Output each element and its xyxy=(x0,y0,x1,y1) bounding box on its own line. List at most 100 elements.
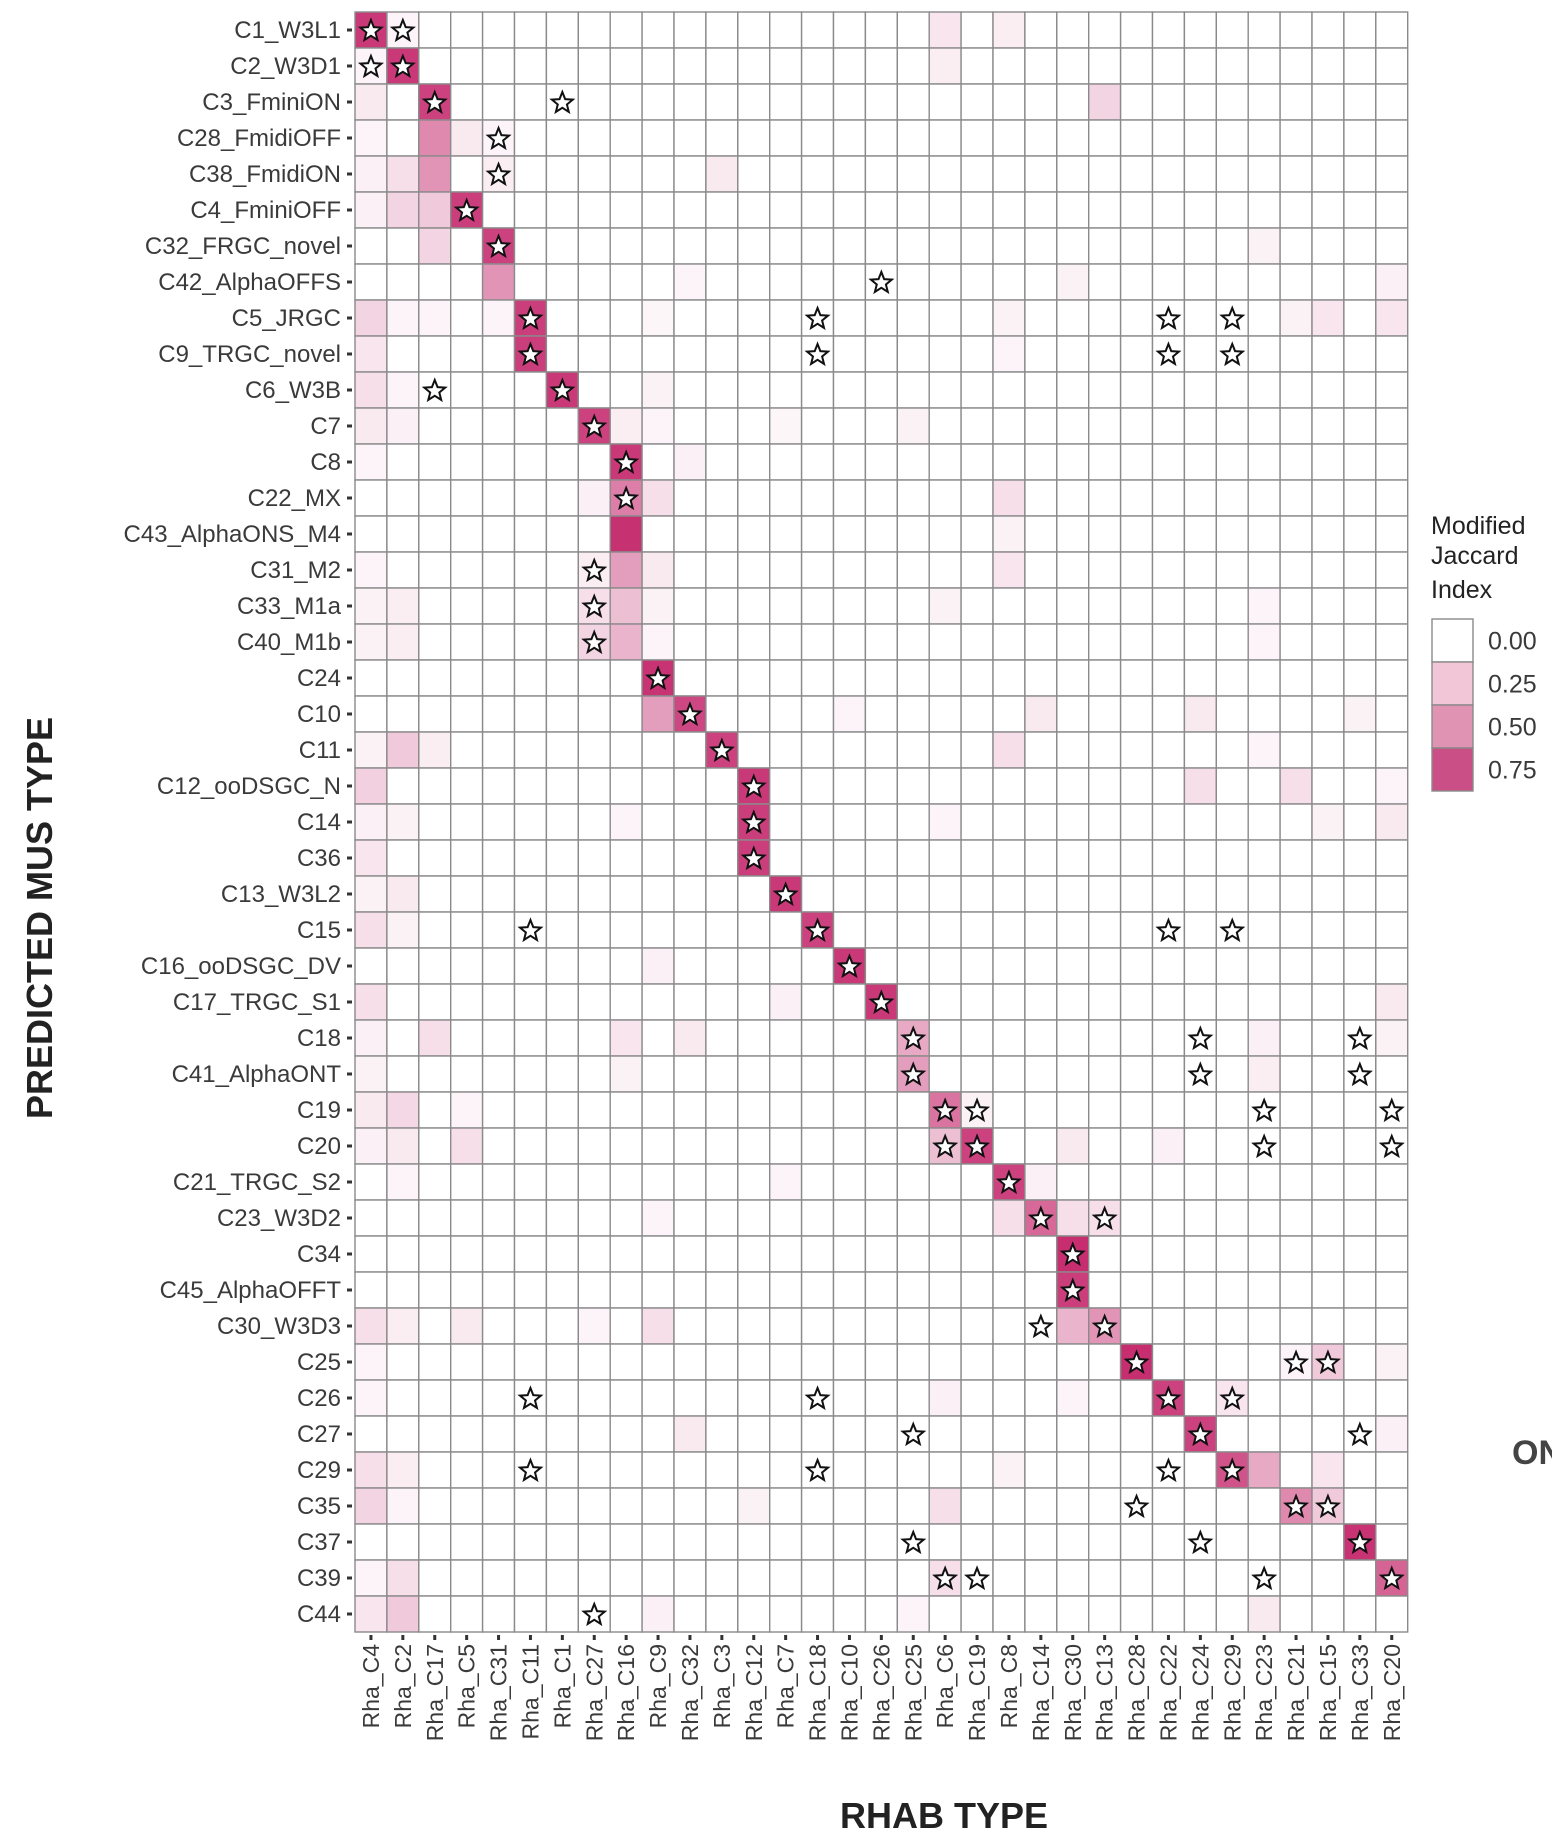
heatmap-cell xyxy=(1343,1199,1377,1237)
heatmap-cell xyxy=(481,1163,516,1201)
heatmap-cell xyxy=(1119,119,1154,157)
heatmap-cell xyxy=(1183,11,1218,49)
heatmap-cell xyxy=(513,1523,548,1561)
heatmap-cell xyxy=(1343,335,1377,373)
heatmap-cell xyxy=(1024,119,1058,157)
heatmap-cell xyxy=(1375,191,1409,229)
heatmap-cell xyxy=(609,407,643,445)
heatmap-cell xyxy=(641,1235,675,1273)
heatmap-cell xyxy=(769,695,803,733)
heatmap-cell xyxy=(1087,1379,1122,1417)
heatmap-cell xyxy=(1215,767,1249,805)
heatmap-cell xyxy=(896,1271,930,1309)
heatmap-cell xyxy=(864,803,899,841)
heatmap-cell xyxy=(545,1019,580,1057)
heatmap-cell xyxy=(864,1415,899,1453)
heatmap-cell xyxy=(705,119,739,157)
heatmap-cell xyxy=(386,659,420,697)
heatmap-cell xyxy=(1375,1271,1409,1309)
heatmap-cell xyxy=(896,767,930,805)
x-tick-label: Rha_C24 xyxy=(1187,1644,1213,1741)
heatmap-cell xyxy=(481,191,516,229)
star-marker xyxy=(485,125,512,151)
heatmap-cell xyxy=(1311,1271,1345,1309)
heatmap-cell xyxy=(513,1415,548,1453)
star-marker xyxy=(517,1457,544,1483)
star-marker xyxy=(1059,1277,1086,1303)
heatmap-cell xyxy=(641,1379,675,1417)
heatmap-cell xyxy=(928,731,962,769)
heatmap-cell xyxy=(1056,1379,1090,1417)
heatmap-cell xyxy=(386,767,420,805)
heatmap-cell xyxy=(1215,1415,1249,1453)
heatmap-cell xyxy=(864,479,899,517)
heatmap-cell xyxy=(450,1091,484,1129)
heatmap-cell xyxy=(673,1271,707,1309)
heatmap-cell xyxy=(513,587,548,625)
heatmap-cell xyxy=(737,1379,771,1417)
y-tick-label: C38_FmidiON xyxy=(189,161,341,188)
heatmap-cell xyxy=(354,839,388,877)
heatmap-cell xyxy=(1215,587,1249,625)
heatmap-cell xyxy=(896,1379,930,1417)
heatmap-cell xyxy=(1343,515,1377,553)
heatmap-cell xyxy=(1343,1379,1377,1417)
heatmap-cell xyxy=(705,83,739,121)
heatmap-cell xyxy=(673,1379,707,1417)
heatmap-cell xyxy=(609,1451,643,1489)
heatmap-cell xyxy=(1215,1199,1249,1237)
heatmap-cell xyxy=(705,1379,739,1417)
y-tick-label: C16_ooDSGC_DV xyxy=(141,953,341,980)
heatmap-cell xyxy=(1311,1415,1345,1453)
heatmap-cell xyxy=(1247,767,1281,805)
heatmap-cell xyxy=(386,695,420,733)
heatmap-cell xyxy=(1215,1127,1249,1165)
heatmap-cell xyxy=(928,371,962,409)
heatmap-cell xyxy=(864,407,899,445)
heatmap-cell xyxy=(1343,11,1377,49)
heatmap-cell xyxy=(1215,947,1249,985)
heatmap-cell xyxy=(800,947,835,985)
heatmap-cell xyxy=(1343,227,1377,265)
heatmap-cell xyxy=(705,155,739,193)
heatmap-cell xyxy=(609,371,643,409)
heatmap-cell xyxy=(1119,1271,1154,1309)
heatmap-cell xyxy=(1215,623,1249,661)
heatmap-cell xyxy=(418,1451,452,1489)
heatmap-cell xyxy=(832,299,867,337)
heatmap-cell xyxy=(960,623,994,661)
heatmap-cell xyxy=(864,1451,899,1489)
heatmap-cell xyxy=(1311,1091,1345,1129)
heatmap-cell xyxy=(928,1235,962,1273)
heatmap-cell xyxy=(577,911,611,949)
heatmap-cell xyxy=(1056,623,1090,661)
heatmap-cell xyxy=(864,1595,899,1633)
heatmap-cell xyxy=(1247,191,1281,229)
heatmap-cell xyxy=(418,1019,452,1057)
heatmap-cell xyxy=(1343,1271,1377,1309)
heatmap-cell xyxy=(769,1091,803,1129)
heatmap-cell xyxy=(418,1415,452,1453)
heatmap-cell xyxy=(641,839,675,877)
heatmap-cell xyxy=(354,83,388,121)
heatmap-cell xyxy=(1247,875,1281,913)
heatmap-cell xyxy=(1056,1307,1090,1345)
heatmap-cell xyxy=(1056,1451,1090,1489)
heatmap-cell xyxy=(1056,911,1090,949)
heatmap-cell xyxy=(769,155,803,193)
heatmap-cell xyxy=(354,1451,388,1489)
star-marker xyxy=(900,1025,927,1051)
heatmap-cell xyxy=(1151,47,1186,85)
heatmap-cell xyxy=(1056,803,1090,841)
heatmap-cell xyxy=(705,407,739,445)
heatmap-cell xyxy=(1151,839,1186,877)
heatmap-cell xyxy=(928,227,962,265)
heatmap-cell xyxy=(354,155,388,193)
heatmap-cell xyxy=(1119,227,1154,265)
heatmap-cell xyxy=(1151,1199,1186,1237)
heatmap-cell xyxy=(513,1271,548,1309)
heatmap-cell xyxy=(960,1019,994,1057)
heatmap-cell xyxy=(1375,299,1409,337)
heatmap-cell xyxy=(800,11,835,49)
heatmap-cell xyxy=(800,1019,835,1057)
